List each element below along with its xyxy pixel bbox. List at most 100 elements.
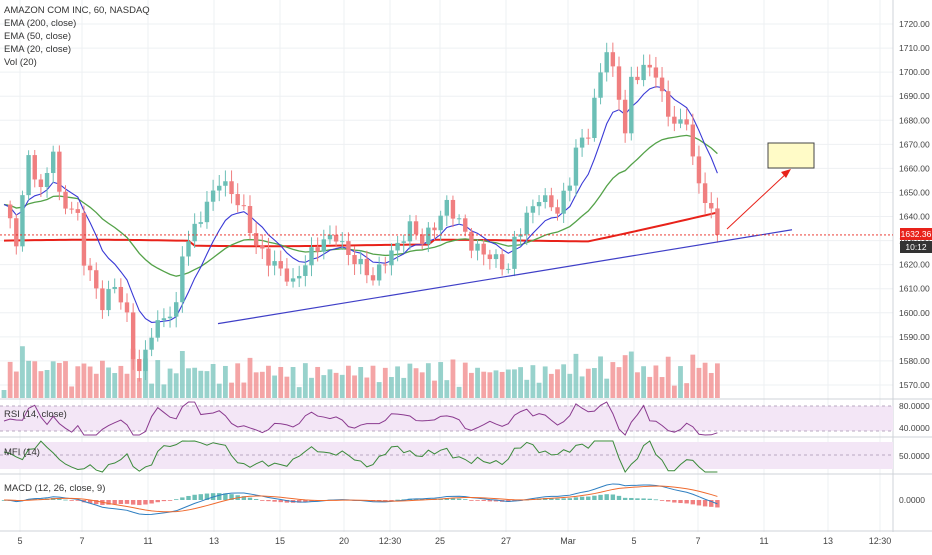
candle-body bbox=[229, 181, 234, 195]
volume-bar bbox=[708, 372, 714, 398]
candle-body bbox=[235, 194, 240, 206]
volume-bar bbox=[573, 353, 579, 398]
macd-histogram-bar bbox=[444, 498, 449, 500]
candle-body bbox=[81, 212, 87, 266]
macd-histogram-bar bbox=[297, 500, 302, 503]
volume-bar bbox=[352, 375, 357, 398]
candle-body bbox=[469, 231, 474, 251]
candle-body bbox=[653, 67, 659, 78]
macd-histogram-bar bbox=[573, 497, 579, 500]
study-ema200[interactable]: EMA (200, close) bbox=[4, 18, 77, 29]
volume-bar bbox=[266, 365, 271, 398]
candle-body bbox=[161, 318, 167, 321]
price-tick-label: 1610.00 bbox=[899, 284, 930, 294]
volume-bar bbox=[223, 365, 228, 398]
volume-bar bbox=[518, 367, 523, 398]
macd-histogram-bar bbox=[622, 497, 628, 500]
candle-body bbox=[94, 270, 99, 289]
macd-histogram-bar bbox=[106, 500, 111, 505]
volume-bar bbox=[284, 376, 290, 398]
volume-bar bbox=[327, 369, 333, 398]
volume-bar bbox=[512, 369, 517, 398]
macd-histogram-bar bbox=[278, 500, 283, 503]
volume-bar bbox=[278, 366, 284, 398]
candle-body bbox=[290, 278, 296, 282]
candle-body bbox=[395, 242, 400, 251]
volume-bar bbox=[425, 363, 431, 398]
study-ema20[interactable]: EMA (20, close) bbox=[4, 44, 72, 55]
macd-histogram-bar bbox=[586, 496, 591, 500]
macd-histogram-bar bbox=[395, 499, 400, 501]
time-tick-label: 7 bbox=[695, 536, 700, 546]
volume-bar bbox=[438, 362, 444, 398]
time-tick-label: 13 bbox=[209, 536, 219, 546]
chart-legend: AMAZON COM INC, 60, NASDAQ EMA (200, clo… bbox=[4, 4, 150, 69]
candle-body bbox=[641, 64, 646, 81]
volume-bar bbox=[382, 367, 388, 398]
volume-bar bbox=[290, 367, 296, 398]
time-tick-label: 12:30 bbox=[379, 536, 402, 546]
macd-histogram-bar bbox=[401, 499, 406, 501]
volume-bar bbox=[179, 351, 185, 398]
price-tick-label: 1600.00 bbox=[899, 308, 930, 318]
macd-histogram-bar bbox=[63, 499, 68, 501]
candle-body bbox=[204, 201, 210, 223]
macd-histogram-bar bbox=[303, 500, 308, 503]
volume-bar bbox=[635, 372, 640, 398]
mfi-line bbox=[3, 440, 718, 473]
volume-bar bbox=[684, 383, 690, 398]
ema200-line bbox=[3, 211, 718, 248]
study-ema50[interactable]: EMA (50, close) bbox=[4, 31, 72, 42]
candle-body bbox=[44, 173, 50, 188]
candle-body bbox=[635, 76, 640, 81]
volume-bar bbox=[548, 373, 554, 398]
macd-histogram-bar bbox=[204, 493, 210, 500]
volume-bar bbox=[253, 372, 259, 398]
volume-bar bbox=[56, 362, 62, 398]
candle-body bbox=[210, 190, 216, 202]
volume-bar bbox=[50, 361, 56, 398]
macd-histogram-bar bbox=[229, 494, 234, 500]
study-volume[interactable]: Vol (20) bbox=[4, 57, 37, 68]
candle-body bbox=[530, 206, 536, 213]
candle-body bbox=[420, 234, 425, 245]
macd-histogram-bar bbox=[610, 494, 616, 500]
candle-body bbox=[278, 261, 283, 269]
volume-bar bbox=[198, 370, 204, 398]
candle-body bbox=[666, 91, 671, 117]
macd-line bbox=[3, 483, 718, 515]
macd-histogram-bar bbox=[118, 500, 124, 505]
volume-bar bbox=[647, 376, 653, 398]
volume-bar bbox=[38, 371, 44, 398]
volume-bar bbox=[93, 373, 99, 398]
volume-bar bbox=[505, 369, 511, 398]
volume-bar bbox=[604, 378, 610, 398]
volume-bar bbox=[536, 382, 542, 398]
macd-histogram-bar bbox=[635, 498, 640, 500]
candle-body bbox=[14, 218, 19, 247]
rsi-level-label: 40.0000 bbox=[899, 423, 930, 433]
macd-histogram-bar bbox=[641, 498, 646, 500]
macd-label[interactable]: MACD (12, 26, close, 9) bbox=[4, 483, 106, 494]
macd-signal-line bbox=[3, 485, 718, 513]
volume-bar bbox=[598, 356, 603, 398]
macd-histogram-bar bbox=[69, 500, 74, 501]
candle-body bbox=[155, 320, 160, 338]
candle-body bbox=[567, 185, 572, 191]
mfi-label[interactable]: MFI (14) bbox=[4, 447, 40, 458]
volume-bar bbox=[13, 371, 19, 398]
volume-bar bbox=[641, 366, 646, 398]
macd-histogram-bar bbox=[247, 497, 253, 500]
volume-bar bbox=[106, 367, 111, 398]
candle-body bbox=[684, 119, 689, 125]
rsi-label[interactable]: RSI (14, close) bbox=[4, 409, 67, 420]
candle-body bbox=[174, 302, 179, 317]
volume-bar bbox=[592, 368, 597, 398]
volume-bar bbox=[315, 366, 321, 398]
candle-body bbox=[112, 286, 117, 290]
candle-body bbox=[518, 234, 523, 237]
candle-body bbox=[506, 268, 511, 270]
price-tick-label: 1700.00 bbox=[899, 67, 930, 77]
candle-body bbox=[592, 97, 597, 139]
